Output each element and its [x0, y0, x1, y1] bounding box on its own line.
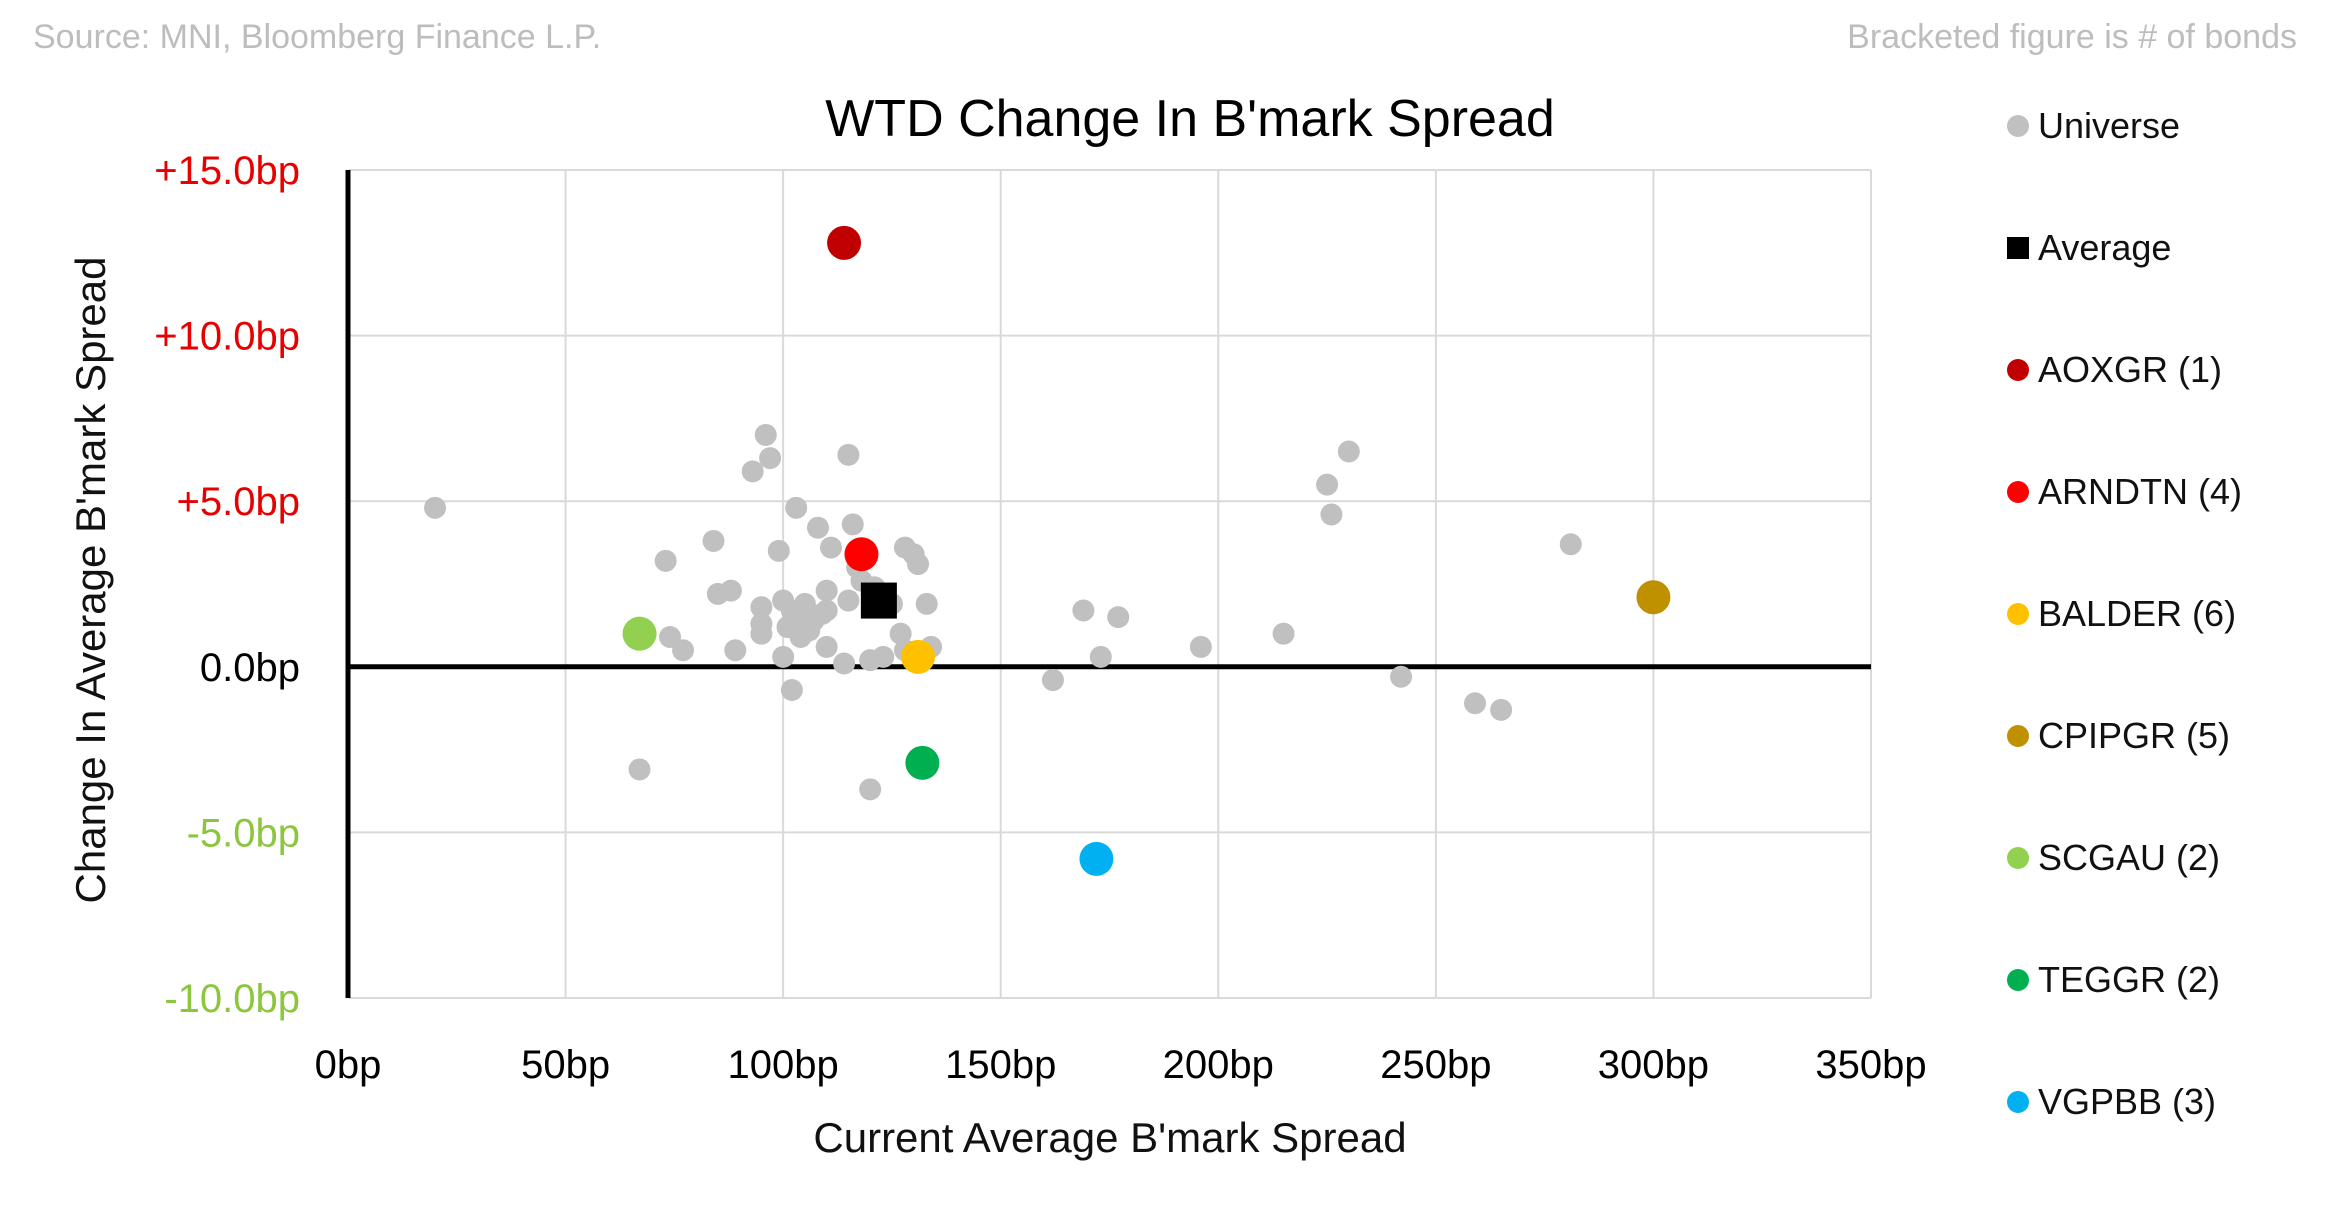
data-points: [424, 225, 1671, 876]
universe-legend-marker: [2007, 115, 2029, 137]
universe-point: [1320, 503, 1343, 526]
y-axis-ticks: +15.0bp +10.0bp +5.0bp 0.0bp -5.0bp -10.0bp: [154, 149, 300, 1021]
average-legend-label: Average: [2038, 227, 2171, 268]
universe-point: [702, 529, 725, 552]
universe-point: [907, 553, 930, 576]
universe-point: [1089, 645, 1112, 668]
point-scgau: [622, 616, 657, 651]
y-tick-label: -10.0bp: [164, 977, 300, 1021]
universe-point: [719, 579, 742, 602]
universe-point: [815, 599, 838, 622]
universe-point: [820, 536, 843, 559]
y-tick-label: 0.0bp: [200, 646, 300, 690]
arndtn-legend-label: ARNDTN (4): [2038, 471, 2242, 512]
universe-point: [1490, 698, 1513, 721]
scgau-legend-marker: [2007, 847, 2029, 869]
universe-point: [750, 622, 773, 645]
universe-point: [628, 758, 651, 781]
universe-point: [833, 652, 856, 675]
average-legend-marker: [2007, 237, 2029, 259]
cpipgr-legend-label: CPIPGR (5): [2038, 715, 2230, 756]
universe-point: [815, 635, 838, 658]
x-tick-label: 0bp: [315, 1043, 382, 1087]
universe-point: [1316, 473, 1339, 496]
universe-point: [1464, 692, 1487, 715]
y-tick-label: +15.0bp: [154, 149, 300, 193]
universe-point: [724, 639, 747, 662]
universe-point: [859, 778, 882, 801]
universe-point: [1041, 669, 1064, 692]
universe-point: [1390, 665, 1413, 688]
axes: [345, 170, 1871, 998]
chart-title: WTD Change In B'mark Spread: [825, 90, 1555, 148]
universe-point: [889, 622, 912, 645]
universe-point: [1072, 599, 1095, 622]
x-axis-ticks: 0bp 50bp 100bp 150bp 200bp 250bp 300bp 350bp: [315, 1043, 1927, 1087]
universe-point: [806, 516, 829, 539]
point-arndtn: [844, 537, 879, 572]
universe-point: [837, 589, 860, 612]
vgpbb-legend-marker: [2007, 1091, 2029, 1113]
universe-point: [1189, 635, 1212, 658]
legend: Universe Average AOXGR (1) ARNDTN (4) BALDER…: [2007, 105, 2242, 1122]
universe-legend-label: Universe: [2038, 105, 2180, 146]
x-tick-label: 300bp: [1598, 1043, 1709, 1087]
vgpbb-legend-label: VGPBB (3): [2038, 1081, 2216, 1122]
universe-point: [767, 539, 790, 562]
universe-point: [837, 443, 860, 466]
aoxgr-legend-label: AOXGR (1): [2038, 349, 2222, 390]
point-balder: [901, 639, 936, 674]
point-vgpbb: [1079, 841, 1114, 876]
balder-legend-marker: [2007, 603, 2029, 625]
universe-point: [1107, 606, 1130, 629]
x-axis-label: Current Average B'mark Spread: [813, 1114, 1406, 1161]
universe-point: [750, 596, 773, 619]
y-tick-label: +10.0bp: [154, 315, 300, 359]
x-tick-label: 250bp: [1380, 1043, 1491, 1087]
x-tick-label: 350bp: [1815, 1043, 1926, 1087]
teggr-legend-label: TEGGR (2): [2038, 959, 2220, 1000]
x-tick-label: 100bp: [728, 1043, 839, 1087]
x-tick-label: 200bp: [1163, 1043, 1274, 1087]
average-marker: [860, 582, 897, 619]
x-tick-label: 150bp: [945, 1043, 1056, 1087]
universe-point: [672, 639, 695, 662]
universe-point: [424, 496, 447, 519]
universe-point: [654, 549, 677, 572]
universe-point: [1559, 533, 1582, 556]
universe-point: [841, 513, 864, 536]
universe-point: [785, 496, 808, 519]
universe-point: [793, 592, 816, 615]
universe-point: [1272, 622, 1295, 645]
y-tick-label: -5.0bp: [187, 811, 300, 855]
universe-point: [815, 579, 838, 602]
point-teggr: [905, 745, 940, 780]
x-tick-label: 50bp: [521, 1043, 610, 1087]
point-aoxgr: [827, 225, 862, 260]
aoxgr-legend-marker: [2007, 359, 2029, 381]
universe-point: [872, 645, 895, 668]
universe-point: [780, 678, 803, 701]
scgau-legend-label: SCGAU (2): [2038, 837, 2220, 878]
source-note: Source: MNI, Bloomberg Finance L.P.: [33, 18, 602, 56]
universe-point: [754, 423, 777, 446]
universe-point: [772, 645, 795, 668]
point-cpipgr: [1636, 580, 1671, 615]
universe-point: [1337, 440, 1360, 463]
universe-point: [759, 447, 782, 470]
arndtn-legend-marker: [2007, 481, 2029, 503]
universe-point: [741, 460, 764, 483]
y-tick-label: +5.0bp: [177, 480, 300, 524]
bracket-note: Bracketed figure is # of bonds: [1847, 18, 2297, 56]
y-axis-label: Change In Average B'mark Spread: [67, 257, 114, 904]
cpipgr-legend-marker: [2007, 725, 2029, 747]
universe-point: [915, 592, 938, 615]
grid-lines: [348, 169, 1872, 999]
teggr-legend-marker: [2007, 969, 2029, 991]
balder-legend-label: BALDER (6): [2038, 593, 2236, 634]
